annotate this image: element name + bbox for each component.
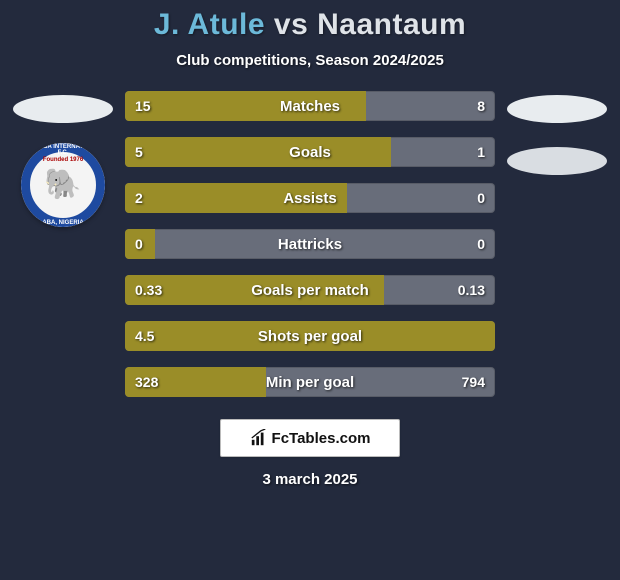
vs-text: vs bbox=[274, 8, 308, 41]
club-year: Founded 1976 bbox=[43, 157, 83, 163]
date-text: 3 march 2025 bbox=[0, 471, 620, 488]
club-flag-right bbox=[507, 147, 607, 175]
right-side bbox=[507, 91, 607, 195]
club-ring-text-top: ENYIMBA INTERNATIONAL F.C. bbox=[21, 144, 105, 156]
stat-bars: 15Matches85Goals12Assists00Hattricks00.3… bbox=[125, 91, 495, 397]
subtitle: Club competitions, Season 2024/2025 bbox=[0, 52, 620, 69]
stat-label: Goals per match bbox=[125, 275, 495, 305]
main-row: ENYIMBA INTERNATIONAL F.C. ABA, NIGERIA … bbox=[0, 91, 620, 397]
club-badge-left: ENYIMBA INTERNATIONAL F.C. ABA, NIGERIA … bbox=[21, 143, 105, 227]
elephant-icon: 🐘 bbox=[44, 170, 81, 200]
stat-bar: 0.33Goals per match0.13 bbox=[125, 275, 495, 305]
country-flag-left bbox=[13, 95, 113, 123]
stat-label: Matches bbox=[125, 91, 495, 121]
club-ring-text-bottom: ABA, NIGERIA bbox=[21, 220, 105, 226]
stat-bar: 328Min per goal794 bbox=[125, 367, 495, 397]
left-side: ENYIMBA INTERNATIONAL F.C. ABA, NIGERIA … bbox=[13, 91, 113, 227]
stat-bar: 15Matches8 bbox=[125, 91, 495, 121]
stat-val-right: 0 bbox=[477, 229, 485, 259]
stat-val-right: 794 bbox=[462, 367, 485, 397]
stat-label: Goals bbox=[125, 137, 495, 167]
stat-bar: 2Assists0 bbox=[125, 183, 495, 213]
stat-val-right: 0.13 bbox=[458, 275, 485, 305]
comparison-card: J. Atule vs Naantaum Club competitions, … bbox=[0, 0, 620, 580]
chart-icon bbox=[250, 429, 268, 447]
stat-bar: 5Goals1 bbox=[125, 137, 495, 167]
source-logo: FcTables.com bbox=[220, 419, 400, 457]
page-title: J. Atule vs Naantaum bbox=[0, 8, 620, 42]
stat-label: Hattricks bbox=[125, 229, 495, 259]
source-logo-text: FcTables.com bbox=[272, 430, 371, 447]
stat-val-right: 1 bbox=[477, 137, 485, 167]
stat-bar: 4.5Shots per goal bbox=[125, 321, 495, 351]
player1-name: J. Atule bbox=[154, 8, 265, 41]
stat-label: Min per goal bbox=[125, 367, 495, 397]
stat-label: Assists bbox=[125, 183, 495, 213]
stat-val-right: 8 bbox=[477, 91, 485, 121]
player2-name: Naantaum bbox=[317, 8, 466, 41]
stat-bar: 0Hattricks0 bbox=[125, 229, 495, 259]
stat-val-right: 0 bbox=[477, 183, 485, 213]
stat-label: Shots per goal bbox=[125, 321, 495, 351]
country-flag-right bbox=[507, 95, 607, 123]
